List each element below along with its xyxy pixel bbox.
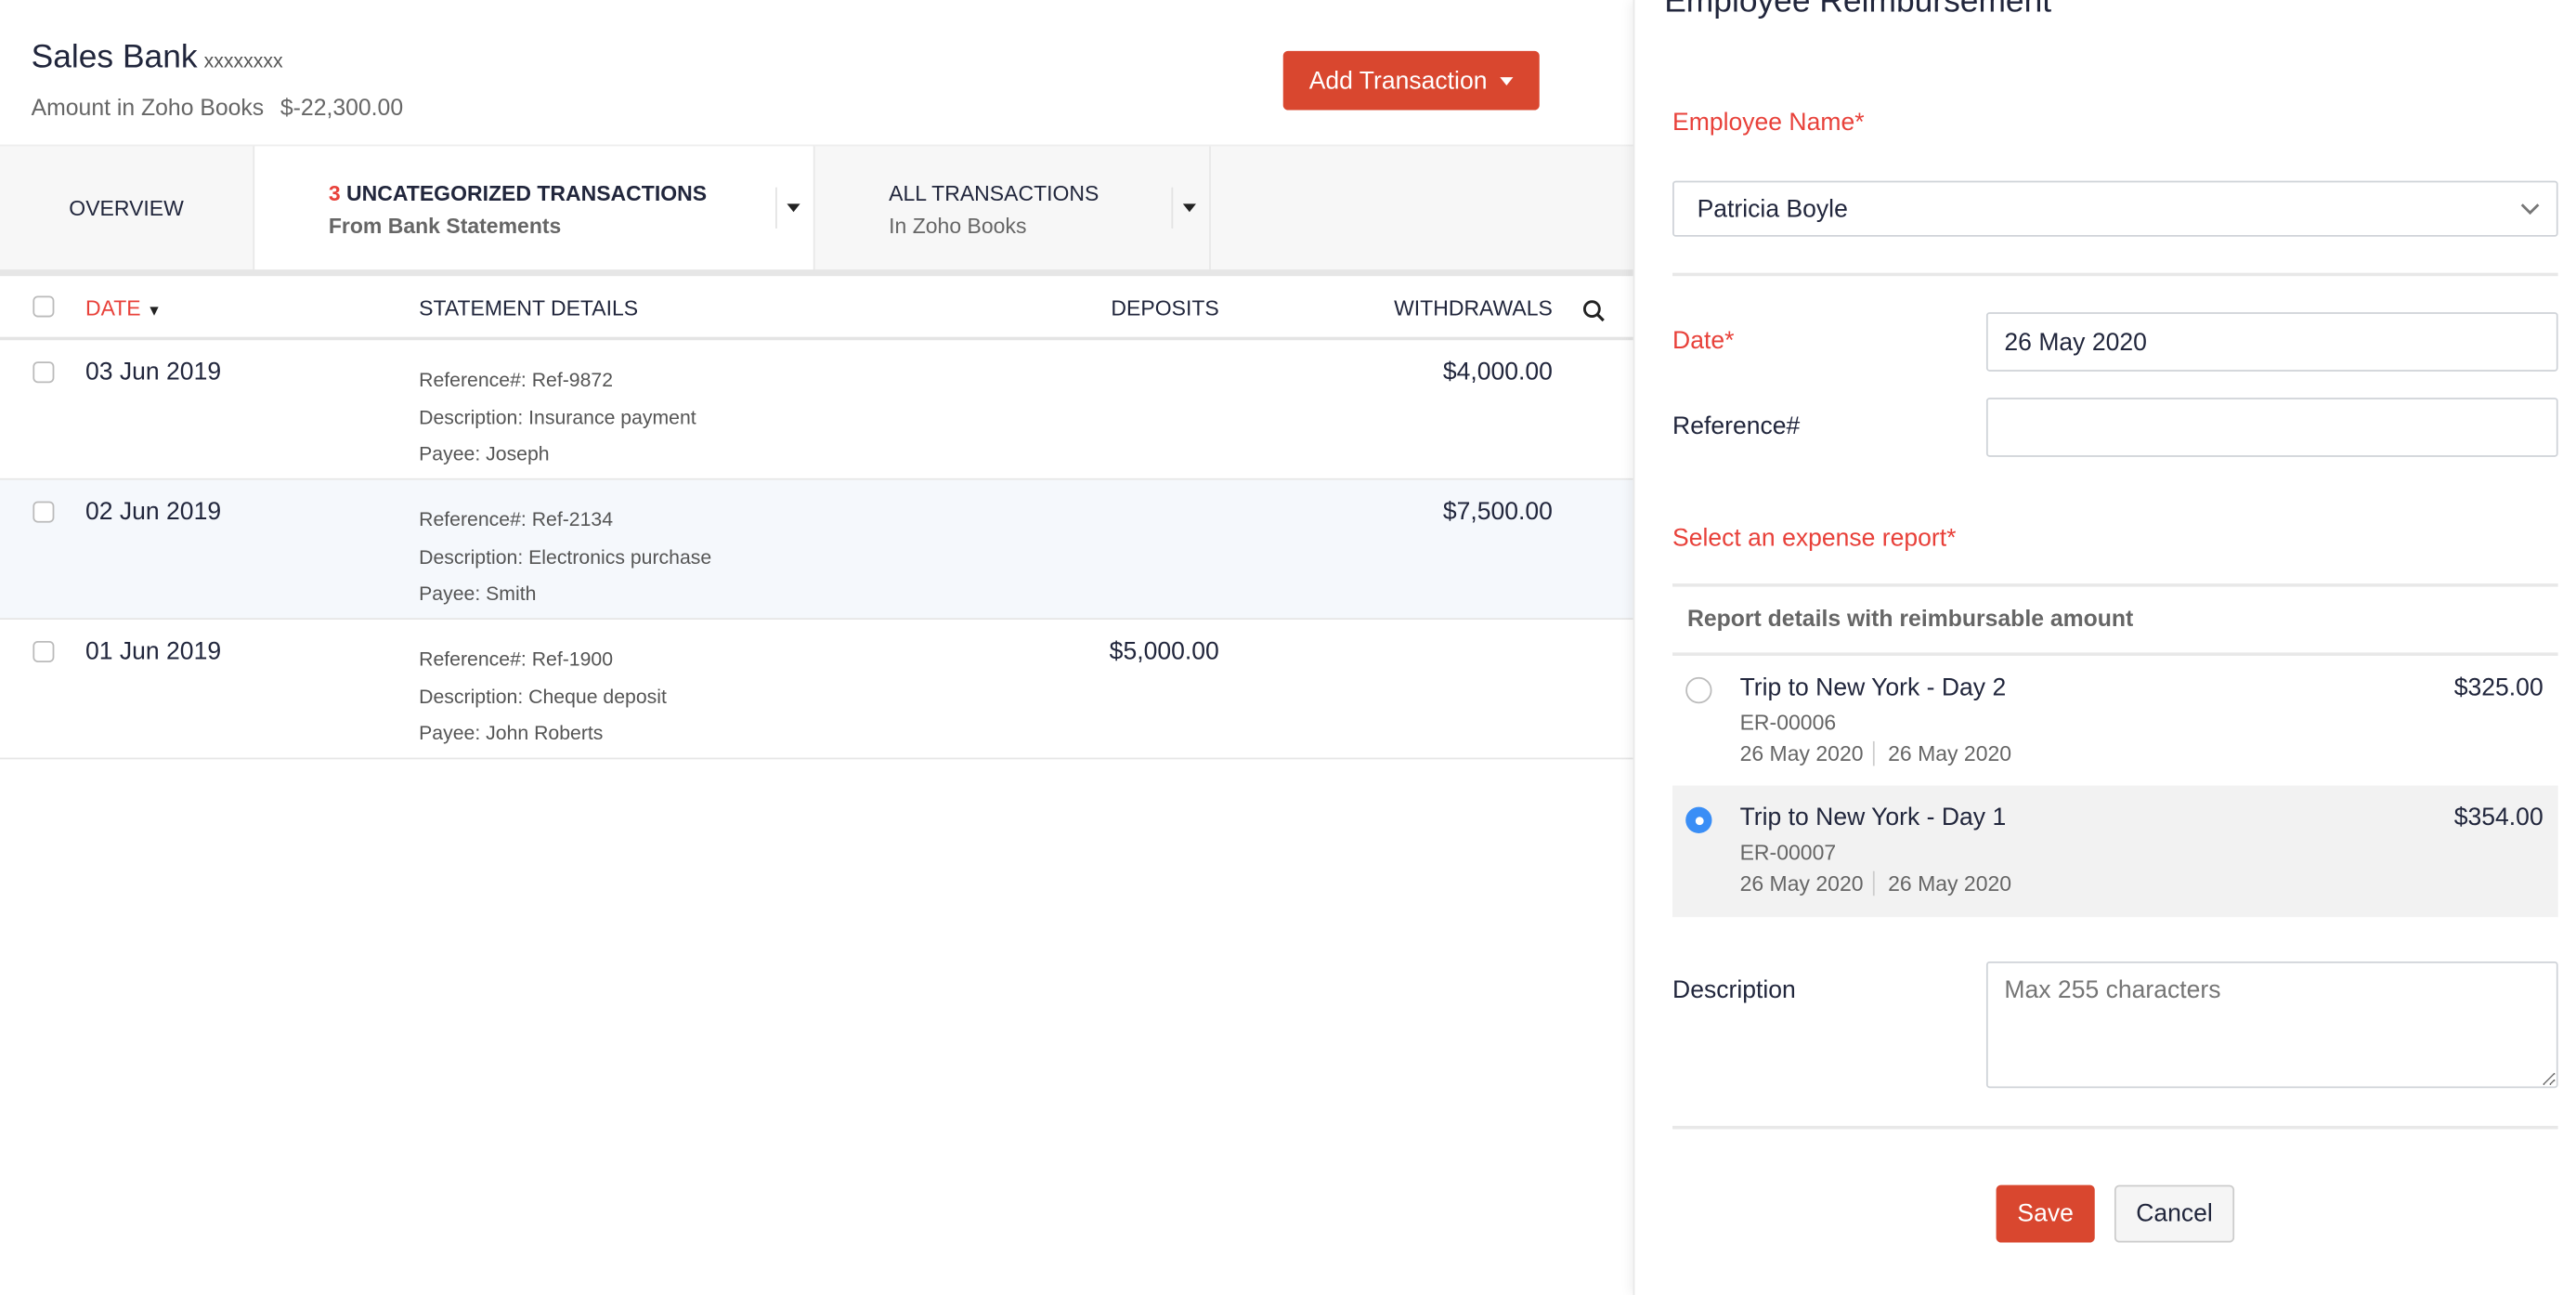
report-dates: 26 May 2020 26 May 2020: [1739, 870, 2012, 896]
expense-report-item-selected[interactable]: Trip to New York - Day 1 ER-00007 26 May…: [1672, 785, 2558, 918]
description-label: Description: [1672, 975, 1796, 1004]
column-date[interactable]: DATE ▼: [85, 295, 162, 320]
employee-reimbursement-panel: Employee Reimbursement Employee Name* Pa…: [1633, 0, 2576, 1295]
row-date: 01 Jun 2019: [85, 637, 222, 666]
employee-name-select[interactable]: Patricia Boyle: [1672, 180, 2558, 237]
divider: [1672, 272, 2558, 277]
row-description: Description: Cheque deposit: [419, 684, 667, 708]
reference-label: Reference#: [1672, 412, 1801, 441]
tab-uncategorized-label: 3 UNCATEGORIZED TRANSACTIONS: [329, 181, 707, 206]
account-name: Sales Bank: [31, 39, 198, 76]
panel-title: Employee Reimbursement: [1664, 0, 2052, 20]
report-from: 26 May 2020: [1739, 740, 1864, 766]
expense-report-item[interactable]: Trip to New York - Day 2 ER-00006 26 May…: [1672, 656, 2558, 788]
amount-label: Amount in Zoho Books: [31, 93, 265, 121]
employee-name-value: Patricia Boyle: [1697, 194, 1848, 223]
row-date: 03 Jun 2019: [85, 358, 222, 386]
report-to: 26 May 2020: [1873, 870, 2012, 896]
row-reference: Reference#: Ref-2134: [419, 507, 614, 531]
date-input[interactable]: 26 May 2020: [1985, 312, 2558, 372]
date-value: 26 May 2020: [2004, 327, 2147, 357]
report-to: 26 May 2020: [1873, 740, 2012, 766]
select-all-checkbox[interactable]: [33, 295, 55, 318]
account-amount: Amount in Zoho Books $-22,300.00: [32, 94, 404, 120]
caret-down-icon: [1500, 76, 1514, 85]
search-icon[interactable]: [1582, 299, 1606, 322]
row-withdrawal: $7,500.00: [1442, 498, 1553, 527]
tab-all-label: ALL TRANSACTIONS: [889, 180, 1099, 206]
row-deposit: $5,000.00: [1109, 637, 1219, 666]
table-row[interactable]: 02 Jun 2019 Reference#: Ref-2134 Descript…: [0, 479, 1633, 620]
chevron-down-icon: [2520, 203, 2540, 216]
tab-uncategorized-sub: From Bank Statements: [328, 213, 562, 239]
account-title: Sales Bank xxxxxxxx: [32, 39, 283, 77]
all-transactions-dropdown[interactable]: [1171, 187, 1203, 229]
row-checkbox[interactable]: [33, 361, 55, 384]
expense-report-label: Select an expense report*: [1672, 524, 1957, 553]
table-row[interactable]: 03 Jun 2019 Reference#: Ref-9872 Descript…: [0, 340, 1633, 480]
report-radio-selected[interactable]: [1685, 806, 1712, 833]
tab-uncategorized[interactable]: 3 UNCATEGORIZED TRANSACTIONS From Bank S…: [254, 146, 815, 271]
add-transaction-button[interactable]: Add Transaction: [1282, 50, 1540, 111]
uncategorized-dropdown[interactable]: [775, 187, 808, 229]
divider: [1672, 652, 2558, 656]
tab-overview-label: OVERVIEW: [69, 195, 184, 221]
row-details: Reference#: Ref-2134 Description: Electro…: [419, 502, 711, 612]
divider: [1672, 583, 2558, 587]
divider: [1672, 1125, 2558, 1130]
row-description: Description: Insurance payment: [419, 405, 696, 428]
amount-value: $-22,300.00: [280, 93, 404, 121]
column-withdrawals: WITHDRAWALS: [1394, 295, 1553, 320]
report-dates: 26 May 2020 26 May 2020: [1739, 740, 2012, 766]
report-name: Trip to New York - Day 2: [1739, 674, 2007, 702]
row-date: 02 Jun 2019: [85, 498, 222, 527]
row-reference: Reference#: Ref-9872: [419, 368, 614, 392]
row-details: Reference#: Ref-9872 Description: Insuran…: [419, 361, 696, 472]
description-textarea[interactable]: [1985, 961, 2558, 1089]
row-reference: Reference#: Ref-1900: [419, 648, 614, 671]
tab-overview[interactable]: OVERVIEW: [0, 146, 255, 271]
caret-down-icon: [786, 203, 800, 213]
tab-all-sub: In Zoho Books: [889, 213, 1027, 239]
column-details: STATEMENT DETAILS: [419, 295, 639, 320]
cancel-button[interactable]: Cancel: [2114, 1184, 2235, 1243]
column-deposits: DEPOSITS: [1111, 295, 1219, 320]
employee-name-label: Employee Name*: [1672, 108, 1865, 137]
date-label: Date*: [1672, 327, 1735, 356]
row-payee: Payee: Smith: [419, 582, 537, 606]
caret-down-icon: [1181, 203, 1196, 213]
table-header: DATE ▼ STATEMENT DETAILS DEPOSITS WITHDR…: [0, 276, 1633, 341]
uncategorized-title: UNCATEGORIZED TRANSACTIONS: [346, 180, 708, 206]
row-payee: Payee: Joseph: [419, 441, 550, 465]
save-button[interactable]: Save: [1996, 1184, 2095, 1243]
tab-all-transactions[interactable]: ALL TRANSACTIONS In Zoho Books: [815, 146, 1211, 271]
row-details: Reference#: Ref-1900 Description: Cheque …: [419, 641, 667, 752]
row-checkbox[interactable]: [33, 640, 55, 662]
report-name: Trip to New York - Day 1: [1739, 804, 2007, 832]
report-list-header: Report details with reimbursable amount: [1686, 605, 2134, 632]
report-amount: $325.00: [2453, 674, 2543, 702]
row-description: Description: Electronics purchase: [419, 544, 712, 569]
row-checkbox[interactable]: [33, 501, 55, 523]
account-mask: xxxxxxxx: [203, 49, 283, 72]
table-row[interactable]: 01 Jun 2019 Reference#: Ref-1900 Descript…: [0, 620, 1633, 760]
reference-input[interactable]: [1985, 398, 2558, 457]
report-radio[interactable]: [1685, 676, 1712, 704]
report-id: ER-00006: [1739, 710, 1837, 735]
add-transaction-label: Add Transaction: [1308, 66, 1488, 95]
tab-bar: OVERVIEW 3 UNCATEGORIZED TRANSACTIONS Fr…: [0, 144, 1633, 271]
report-id: ER-00007: [1739, 840, 1837, 865]
uncategorized-count: 3: [328, 180, 341, 206]
report-amount: $354.00: [2453, 804, 2543, 832]
report-from: 26 May 2020: [1739, 870, 1864, 896]
bank-transactions-pane: Sales Bank xxxxxxxx Amount in Zoho Books $…: [0, 39, 1633, 760]
row-withdrawal: $4,000.00: [1442, 358, 1553, 386]
divider: [0, 269, 1633, 277]
sort-icon: ▼: [147, 302, 162, 320]
row-payee: Payee: John Roberts: [419, 721, 604, 745]
column-date-label: DATE: [85, 295, 141, 320]
